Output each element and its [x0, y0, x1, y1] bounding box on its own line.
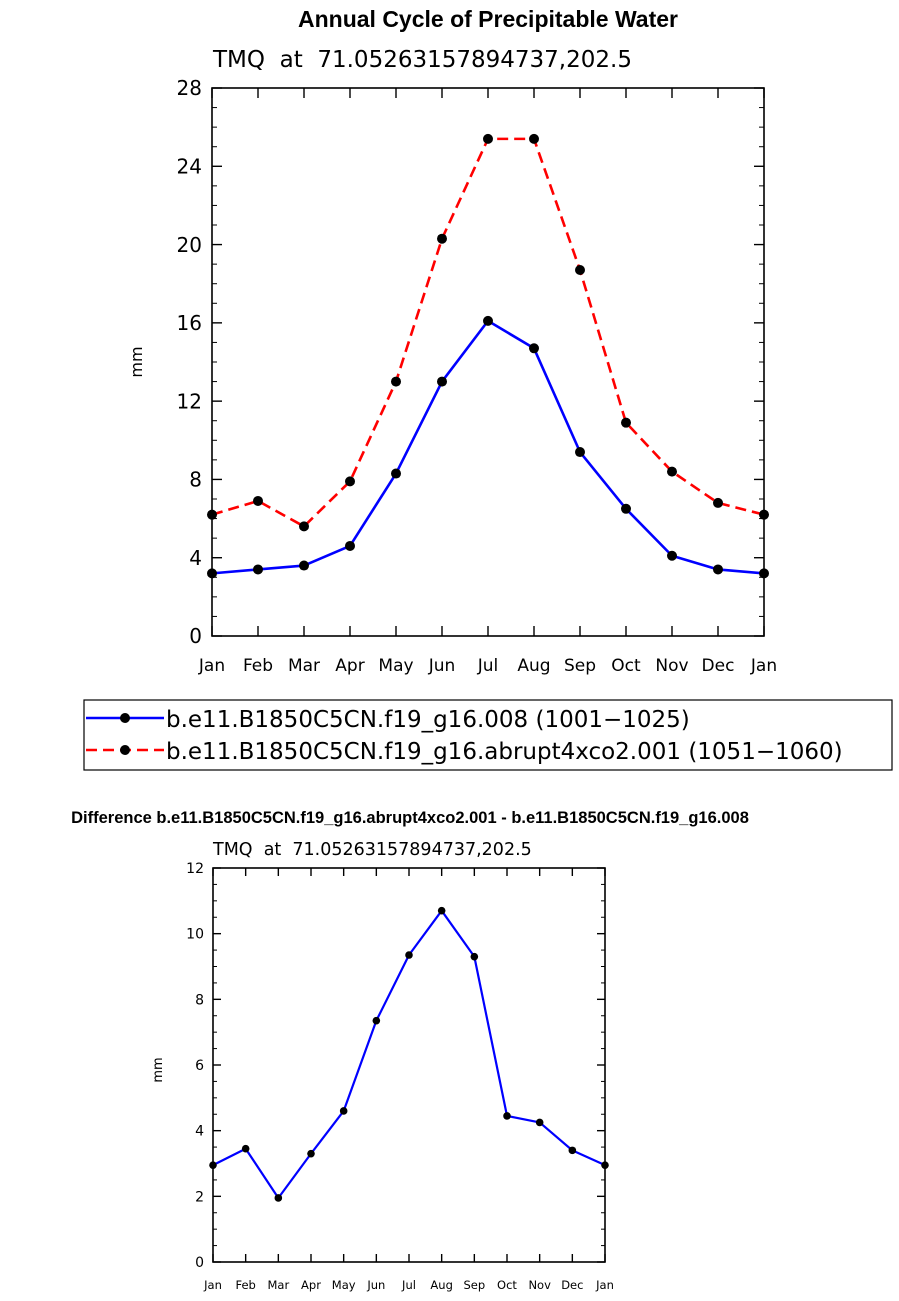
series-2-point — [345, 476, 355, 487]
x-tick-label: Oct — [497, 1278, 517, 1292]
x-tick-label: May — [332, 1278, 356, 1292]
series-2-point — [437, 233, 447, 244]
y-tick-label: 12 — [177, 389, 202, 413]
series-1-point — [483, 315, 493, 326]
y-tick-label: 4 — [189, 546, 202, 570]
chart2-subtitle: TMQ at 71.05263157894737,202.5 — [212, 840, 532, 860]
x-tick-label: Jan — [198, 656, 225, 676]
y-tick-label: 8 — [189, 468, 202, 492]
x-tick-label: Oct — [611, 656, 641, 676]
y-tick-label: 0 — [189, 624, 202, 648]
chart1-title: Annual Cycle of Precipitable Water — [298, 6, 678, 32]
series-1-point — [621, 503, 631, 514]
plot-frame — [212, 867, 606, 1263]
y-tick-label: 28 — [177, 76, 202, 100]
series-1-point — [713, 564, 723, 575]
series-1-point — [253, 564, 263, 575]
x-tick-label: Dec — [702, 656, 735, 676]
series-1-point — [759, 568, 769, 579]
series-1-point — [503, 1112, 511, 1120]
x-tick-label: Jul — [401, 1278, 416, 1292]
series-2-point — [253, 495, 263, 506]
series-1-point — [345, 540, 355, 551]
series-2-point — [713, 497, 723, 508]
chart1-subtitle: TMQ at 71.05263157894737,202.5 — [212, 47, 632, 73]
series-line-1 — [211, 319, 765, 575]
x-tick-label: Dec — [561, 1278, 583, 1292]
series-1-point — [307, 1149, 315, 1158]
series-1-point — [391, 468, 401, 479]
series-line-2 — [211, 137, 765, 528]
series-1-point — [405, 951, 413, 959]
x-tick-label: Mar — [267, 1278, 289, 1292]
series-2-point — [667, 466, 677, 477]
y-tick-label: 2 — [195, 1189, 204, 1205]
series-1-point — [339, 1107, 348, 1115]
x-tick-label: Apr — [301, 1278, 321, 1292]
x-tick-label: Jun — [428, 656, 456, 676]
series-1-point — [299, 560, 309, 571]
y-tick-label: 4 — [195, 1124, 204, 1140]
chart1-plot: 0 4 8 12 16 20 24 28 Jan Feb Mar Apr May Jun Jul Aug Sep… — [177, 76, 778, 676]
series-1-point — [529, 343, 539, 354]
x-tick-label: Jan — [750, 656, 777, 676]
x-tick-label: May — [378, 656, 413, 676]
series-2-point — [621, 417, 631, 428]
chart1-ylabel: mm — [127, 346, 146, 377]
legend-label-series-2: b.e11.B1850C5CN.f19_g16.abrupt4xco2.001 … — [166, 739, 843, 765]
x-tick-label: Nov — [528, 1278, 551, 1292]
series-1-point — [437, 376, 447, 387]
plot-frame — [211, 87, 765, 637]
series-1-point — [241, 1144, 250, 1153]
series-1-point — [667, 550, 677, 561]
y-tick-label: 6 — [195, 1058, 204, 1074]
y-tick-label: 20 — [177, 233, 202, 257]
series-1-point — [535, 1118, 544, 1127]
legend-marker-series-1 — [120, 713, 130, 723]
legend-marker-series-2 — [120, 745, 130, 755]
series-1-point — [470, 952, 479, 961]
x-tick-label: Aug — [430, 1278, 452, 1292]
series-2-point — [299, 521, 309, 532]
chart2-ylabel: mm — [151, 1057, 166, 1082]
y-tick-label: 24 — [177, 154, 202, 178]
series-1-point — [568, 1146, 577, 1155]
legend-label-series-1: b.e11.B1850C5CN.f19_g16.008 (1001−1025) — [166, 707, 690, 733]
chart2-title: Difference b.e11.B1850C5CN.f19_g16.abrup… — [71, 809, 749, 827]
series-1-point — [575, 447, 585, 458]
x-tick-label: Jan — [595, 1278, 614, 1292]
series-1-point — [209, 1161, 217, 1169]
x-tick-label: Mar — [288, 656, 320, 676]
series-2-point — [483, 133, 493, 144]
series-1-point — [601, 1161, 609, 1169]
y-tick-label: 12 — [186, 861, 204, 877]
series-1-point — [274, 1194, 283, 1202]
y-tick-label: 8 — [195, 992, 204, 1008]
x-tick-label: Apr — [335, 656, 364, 676]
x-tick-label: Aug — [517, 656, 550, 676]
x-tick-label: Sep — [463, 1278, 485, 1292]
x-tick-label: Nov — [655, 656, 688, 676]
series-2-point — [575, 265, 585, 276]
x-tick-label: Feb — [235, 1278, 255, 1292]
x-tick-label: Feb — [243, 656, 273, 676]
series-2-point — [529, 133, 539, 144]
chart1-legend: b.e11.B1850C5CN.f19_g16.008 (1001−1025) … — [83, 699, 893, 771]
series-2-point — [391, 376, 401, 387]
legend-box — [83, 699, 893, 771]
series-2-point — [207, 509, 217, 520]
chart2-plot: 0 2 4 6 8 10 12 Jan Feb Mar Apr May Jun Jul Aug Sep Oct N… — [186, 861, 614, 1292]
x-tick-label: Jul — [477, 656, 499, 676]
y-tick-label: 16 — [177, 311, 202, 335]
y-tick-label: 0 — [195, 1255, 204, 1271]
x-tick-label: Sep — [564, 656, 596, 676]
series-1-point — [437, 906, 446, 915]
x-tick-label: Jan — [203, 1278, 222, 1292]
x-tick-label: Jun — [366, 1278, 385, 1292]
series-1-point — [372, 1016, 381, 1025]
series-2-point — [759, 509, 769, 520]
y-tick-label: 10 — [186, 927, 204, 943]
series-1-point — [207, 568, 217, 579]
